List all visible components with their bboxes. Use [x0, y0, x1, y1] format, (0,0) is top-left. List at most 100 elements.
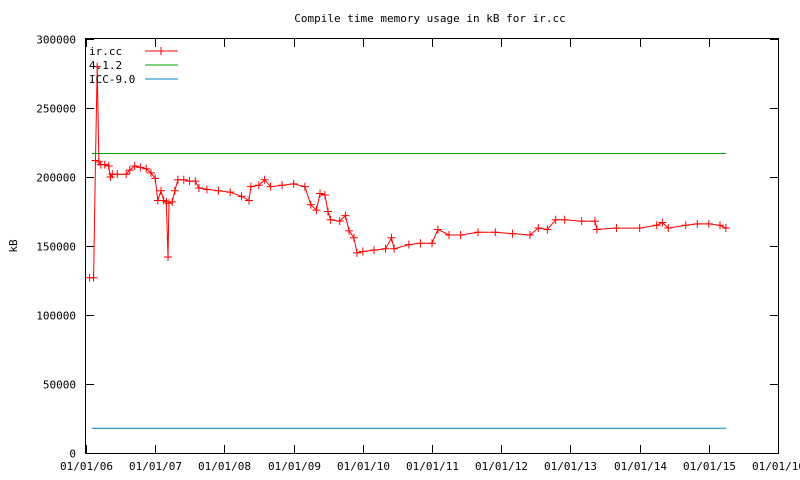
data-point [125, 166, 134, 175]
data-point [179, 175, 188, 184]
data-point [491, 228, 500, 237]
data-point [664, 224, 673, 233]
x-tick-label: 01/01/14 [614, 460, 667, 473]
y-tick-label: 100000 [36, 310, 76, 323]
data-point [335, 217, 344, 226]
data-point [320, 190, 329, 199]
data-point [508, 229, 517, 238]
axis-ticks: 0 50000 100000 150000 200000 250000 300000 01/0… [36, 34, 800, 474]
data-point [590, 217, 599, 226]
data-point [428, 239, 436, 248]
data-point [244, 196, 253, 205]
data-point [433, 225, 442, 234]
data-point [254, 181, 263, 190]
data-point [551, 215, 560, 224]
x-tick-label: 01/01/07 [129, 460, 182, 473]
data-point [721, 224, 730, 233]
data-point [260, 175, 269, 184]
legend-label: 4.1.2 [89, 59, 122, 72]
data-point [89, 273, 98, 282]
data-point [91, 156, 100, 165]
data-point [635, 224, 644, 233]
y-tick-label: 150000 [36, 241, 76, 254]
y-tick-label: 250000 [36, 103, 76, 116]
x-tick-label: 01/01/08 [198, 460, 251, 473]
data-point [543, 225, 552, 234]
data-point [560, 215, 569, 224]
data-point [278, 181, 287, 190]
data-point [316, 189, 325, 198]
data-point [525, 230, 534, 239]
data-point [289, 179, 298, 188]
data-point [100, 160, 109, 169]
data-point [577, 217, 586, 226]
data-point [716, 221, 725, 230]
data-point [652, 221, 661, 230]
data-point [202, 185, 211, 194]
data-point [122, 170, 131, 179]
x-tick-label: 01/01/10 [337, 460, 390, 473]
y-tick-label: 0 [69, 448, 76, 461]
data-point [164, 199, 173, 208]
data-point [404, 240, 413, 249]
data-point [352, 248, 361, 257]
chart-title: Compile time memory usage in kB for ir.c… [294, 12, 566, 25]
data-point [312, 206, 321, 215]
data-point [387, 233, 396, 242]
x-tick-label: 01/01/11 [406, 460, 459, 473]
x-tick-label: 01/01/15 [683, 460, 736, 473]
data-point [323, 207, 332, 216]
x-tick-label: 01/01/09 [268, 460, 321, 473]
legend-label: ir.cc [89, 45, 122, 58]
data-point [164, 253, 173, 262]
data-point [693, 219, 702, 228]
data-point [130, 161, 139, 170]
data-point [170, 186, 179, 195]
data-point [306, 200, 315, 209]
data-point [326, 215, 335, 224]
data-point [191, 177, 200, 186]
data-point [113, 170, 122, 179]
data-point [168, 197, 177, 206]
data-point [390, 244, 399, 253]
data-point [146, 168, 155, 177]
data-point [416, 239, 425, 248]
data-point [194, 184, 203, 193]
series-layer [85, 62, 730, 429]
y-tick-label: 50000 [43, 379, 76, 392]
x-tick-label: 01/01/06 [60, 460, 113, 473]
data-point [345, 226, 354, 235]
series-line [89, 66, 727, 279]
y-tick-label: 300000 [36, 34, 76, 47]
data-point [226, 188, 235, 197]
data-point [592, 225, 601, 234]
data-point [658, 218, 667, 227]
data-point [104, 161, 113, 170]
plot-frame [85, 38, 779, 454]
data-point [142, 164, 151, 173]
data-point [151, 174, 160, 183]
data-point [214, 186, 223, 195]
x-tick-label: 01/01/12 [475, 460, 528, 473]
data-point [246, 182, 255, 191]
x-tick-label: 01/01/13 [544, 460, 597, 473]
x-tick-label: 01/01/16 [752, 460, 800, 473]
data-point [93, 62, 102, 71]
y-axis-label: kB [7, 239, 20, 253]
data-point [349, 233, 358, 242]
data-point [681, 221, 690, 230]
legend-label: ICC-9.0 [89, 73, 135, 86]
data-point [237, 192, 246, 201]
data-point [612, 224, 621, 233]
data-point [704, 219, 713, 228]
data-point [136, 163, 145, 172]
data-point [341, 211, 350, 220]
data-point [534, 224, 543, 233]
data-point [358, 247, 367, 256]
data-point [370, 246, 379, 255]
data-point [445, 230, 454, 239]
data-point [300, 182, 309, 191]
data-point [157, 186, 166, 195]
data-point [474, 228, 483, 237]
